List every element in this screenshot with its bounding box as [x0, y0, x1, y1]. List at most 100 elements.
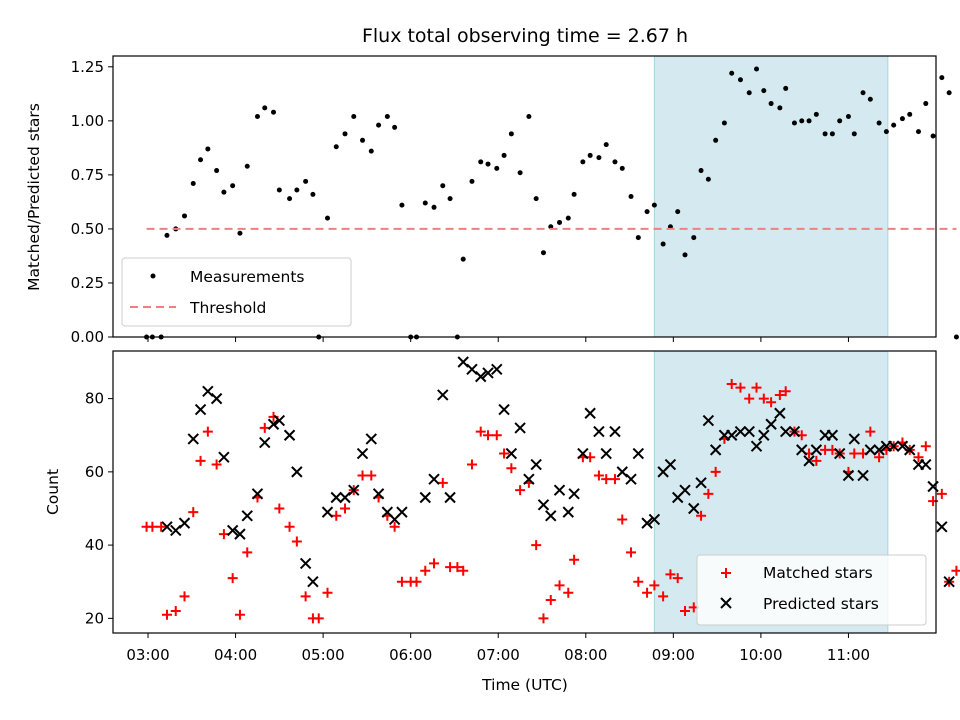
- matched-star-marker: [569, 554, 580, 565]
- predicted-star-marker: [291, 466, 303, 478]
- measurement-point: [891, 122, 897, 128]
- measurement-point: [628, 194, 634, 199]
- matched-star-marker: [545, 595, 556, 606]
- predicted-star-marker: [796, 444, 808, 456]
- matched-star-marker: [202, 426, 213, 437]
- highlight-span-band: [653, 55, 889, 338]
- measurement-point: [596, 155, 602, 161]
- measurement-point: [508, 131, 514, 137]
- predicted-star-marker: [553, 484, 566, 496]
- predicted-star-marker: [904, 444, 916, 456]
- x-tick-label: 08:00: [564, 646, 607, 664]
- measurement-point: [198, 157, 204, 163]
- y-tick-label: 80: [85, 390, 104, 408]
- predicted-star-marker: [584, 407, 596, 419]
- predicted-star-marker: [267, 418, 280, 430]
- measurement-point: [876, 120, 882, 126]
- measurement-point: [271, 109, 277, 115]
- measurement-point: [946, 90, 952, 96]
- predicted-star-marker: [466, 363, 478, 376]
- predicted-star-marker: [625, 473, 637, 485]
- measurement-point: [557, 219, 563, 225]
- matched-star-marker: [234, 609, 245, 620]
- legend-measurements-label: Measurements: [190, 268, 305, 286]
- predicted-star-marker: [743, 425, 755, 438]
- measurement-point: [440, 183, 446, 189]
- matched-star-marker: [170, 606, 181, 617]
- measurement-point: [294, 187, 300, 193]
- predicted-star-marker: [273, 414, 286, 427]
- measurement-point: [705, 176, 711, 182]
- predicted-star-marker: [259, 436, 271, 449]
- matched-star-marker: [710, 466, 721, 477]
- predicted-star-marker: [161, 521, 173, 533]
- predicted-star-marker: [241, 510, 253, 522]
- measurement-point: [230, 183, 236, 189]
- matched-star-marker: [626, 547, 637, 558]
- measurement-point: [384, 114, 390, 120]
- measurement-point: [791, 120, 797, 126]
- matched-star-marker: [211, 459, 222, 470]
- measurement-point: [651, 202, 657, 208]
- matched-star-marker: [758, 393, 769, 404]
- measurement-point: [431, 204, 437, 210]
- measurement-point: [953, 334, 959, 340]
- predicted-star-marker: [695, 477, 707, 489]
- matched-star-marker: [531, 540, 542, 551]
- matched-star-marker: [437, 477, 448, 488]
- matched-star-marker: [156, 521, 167, 532]
- matched-star-marker: [744, 393, 755, 404]
- matched-star-marker: [466, 459, 477, 470]
- measurement-point: [478, 159, 484, 165]
- predicted-star-marker: [688, 502, 700, 515]
- measurement-point: [254, 114, 260, 120]
- matched-star-marker: [593, 470, 604, 481]
- predicted-star-marker: [679, 484, 691, 496]
- matched-star-marker: [429, 558, 440, 569]
- measurement-point: [675, 209, 681, 215]
- measurement-point: [635, 235, 641, 241]
- measurement-point: [460, 256, 466, 262]
- matched-star-marker: [396, 576, 407, 587]
- measurement-point: [923, 101, 929, 107]
- bottom-x-ticks: 03:00 04:00 05:00 06:00 07:00 08:00 09:00 10:00…: [126, 633, 870, 664]
- measurement-point: [540, 250, 546, 256]
- predicted-star-marker: [537, 499, 550, 511]
- measurement-point: [660, 241, 666, 247]
- predicted-star-marker: [734, 425, 747, 438]
- predicted-star-marker: [226, 524, 239, 537]
- matched-star-marker: [420, 565, 431, 576]
- measurement-point: [915, 129, 921, 135]
- measurement-point: [691, 235, 697, 241]
- predicted-star-marker: [562, 506, 574, 518]
- y-tick-label: 0.00: [71, 328, 104, 346]
- predicted-star-marker: [568, 488, 580, 500]
- predicted-star-marker: [779, 425, 792, 438]
- predicted-star-marker: [365, 433, 377, 445]
- predicted-star-marker: [833, 447, 846, 460]
- predicted-star-marker: [750, 440, 763, 452]
- matched-star-marker: [357, 470, 368, 481]
- top-legend: Measurements Threshold: [121, 257, 352, 327]
- measurement-point: [580, 159, 586, 165]
- predicted-star-marker: [299, 557, 312, 570]
- y-tick-label: 0.75: [71, 166, 104, 184]
- x-tick-label: 10:00: [739, 646, 782, 664]
- predicted-star-marker: [356, 447, 369, 460]
- top-highlight-span: [653, 55, 889, 338]
- legend-measurements-marker: [150, 273, 156, 279]
- predicted-star-marker: [178, 517, 191, 529]
- predicted-star-marker: [194, 403, 207, 416]
- predicted-star-marker: [187, 433, 199, 445]
- matched-star-marker: [811, 455, 822, 466]
- predicted-star-marker: [210, 392, 223, 405]
- measurement-point: [867, 96, 873, 102]
- predicted-star-marker: [505, 447, 518, 460]
- measurement-point: [422, 200, 428, 206]
- y-tick-label: 1.25: [71, 58, 104, 76]
- predicted-star-marker: [475, 370, 487, 383]
- matched-star-marker: [340, 503, 351, 514]
- predicted-star-marker: [702, 414, 715, 427]
- legend-threshold-label: Threshold: [189, 299, 266, 317]
- predicted-star-marker: [251, 488, 264, 500]
